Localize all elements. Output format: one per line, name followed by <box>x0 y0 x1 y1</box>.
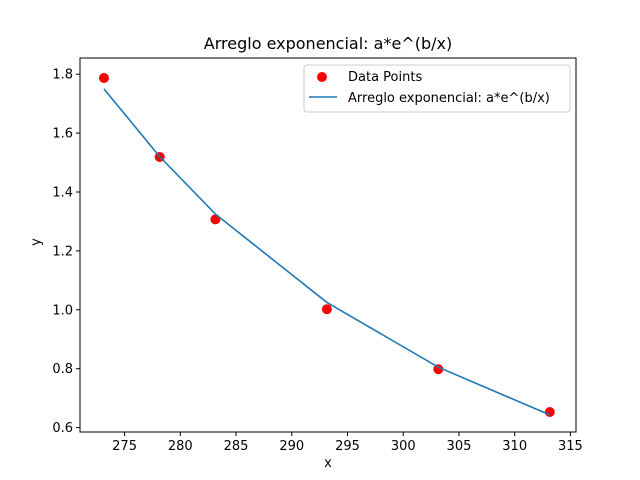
x-tick-label: 310 <box>502 439 527 454</box>
series-layer <box>98 73 555 417</box>
y-axis: 0.6 0.8 1.0 1.2 1.4 1.6 1.8 <box>52 68 80 436</box>
legend-marker-data-points <box>317 72 327 82</box>
plot-frame <box>79 57 577 433</box>
x-tick-label: 305 <box>447 439 472 454</box>
y-tick-label: 0.6 <box>52 421 73 436</box>
data-point <box>321 304 332 315</box>
y-tick-label: 1.2 <box>52 244 73 259</box>
plot-area <box>79 57 577 433</box>
data-point <box>433 364 444 375</box>
data-point <box>544 406 555 417</box>
y-tick-label: 0.8 <box>52 362 73 377</box>
x-tick-label: 300 <box>391 439 416 454</box>
y-axis-label: y <box>29 238 44 246</box>
fit-line <box>103 88 551 416</box>
x-tick-label: 285 <box>224 439 249 454</box>
y-tick-label: 1.6 <box>52 127 73 142</box>
legend-label-fit-line: Arreglo exponencial: a*e^(b/x) <box>348 91 550 106</box>
y-tick-label: 1.8 <box>52 68 73 83</box>
legend: Data Points Arreglo exponencial: a*e^(b/… <box>303 64 571 113</box>
legend-box <box>303 64 571 113</box>
y-tick-label: 1.0 <box>52 303 73 318</box>
x-tick-label: 275 <box>112 439 137 454</box>
x-axis: 275 280 285 290 295 300 305 310 315 <box>112 432 583 454</box>
legend-label-data-points: Data Points <box>348 70 422 85</box>
data-point <box>98 73 109 84</box>
x-tick-label: 280 <box>168 439 193 454</box>
chart-title: Arreglo exponencial: a*e^(b/x) <box>204 34 452 53</box>
y-tick-label: 1.4 <box>52 185 73 200</box>
x-axis-label: x <box>324 456 332 471</box>
x-tick-label: 290 <box>279 439 304 454</box>
x-tick-label: 315 <box>558 439 583 454</box>
x-tick-label: 295 <box>335 439 360 454</box>
